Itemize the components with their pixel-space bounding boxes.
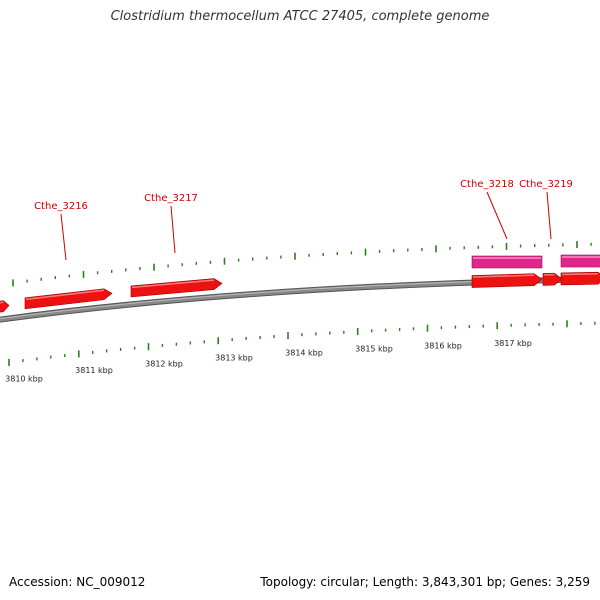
scale-label: 3813 kbp bbox=[215, 353, 253, 362]
gene-arrow-cthe-3217-shine bbox=[131, 279, 215, 289]
genome-stats-text: Topology: circular; Length: 3,843,301 bp… bbox=[260, 575, 590, 589]
feature-bar-2[interactable] bbox=[560, 254, 600, 268]
gene-label[interactable]: Cthe_3218 bbox=[460, 179, 514, 190]
gene-arrow-cthe-3220[interactable] bbox=[560, 271, 600, 286]
gene-label-leader bbox=[546, 191, 552, 240]
gene-label-leader bbox=[486, 191, 508, 240]
gene-arrow-cthe-3219[interactable] bbox=[542, 272, 563, 286]
page-title: Clostridium thermocellum ATCC 27405, com… bbox=[110, 9, 490, 24]
scale-label: 3811 kbp bbox=[75, 366, 113, 375]
gene-arrow-cthe-3218[interactable] bbox=[471, 273, 543, 288]
gene-arrow-cthe-3218-shine bbox=[472, 274, 535, 278]
gene-label-leader bbox=[60, 213, 67, 261]
gene-label[interactable]: Cthe_3216 bbox=[34, 201, 88, 212]
accession-text: Accession: NC_009012 bbox=[9, 575, 146, 589]
gene-arrow-cthe-3216[interactable] bbox=[24, 288, 113, 310]
gene-arrow-cthe-3215-shine bbox=[0, 301, 4, 304]
gene-label[interactable]: Cthe_3219 bbox=[519, 179, 573, 190]
gene-arrow-cthe-3216-shine bbox=[25, 289, 105, 301]
scale-label: 3814 kbp bbox=[285, 349, 323, 358]
gene-arrow-cthe-3217[interactable] bbox=[130, 278, 223, 298]
scale-label: 3812 kbp bbox=[145, 359, 183, 368]
gene-arrow-cthe-3215[interactable] bbox=[0, 300, 10, 313]
gene-arrow-cthe-3220-shine bbox=[561, 272, 599, 276]
scale-label: 3810 kbp bbox=[5, 375, 43, 384]
gene-label-leader bbox=[170, 205, 176, 254]
feature-bar-1[interactable] bbox=[471, 255, 543, 269]
scale-label: 3817 kbp bbox=[494, 339, 532, 348]
scale-label: 3815 kbp bbox=[355, 345, 393, 354]
gene-label[interactable]: Cthe_3217 bbox=[144, 193, 198, 204]
scale-label: 3816 kbp bbox=[424, 342, 462, 351]
